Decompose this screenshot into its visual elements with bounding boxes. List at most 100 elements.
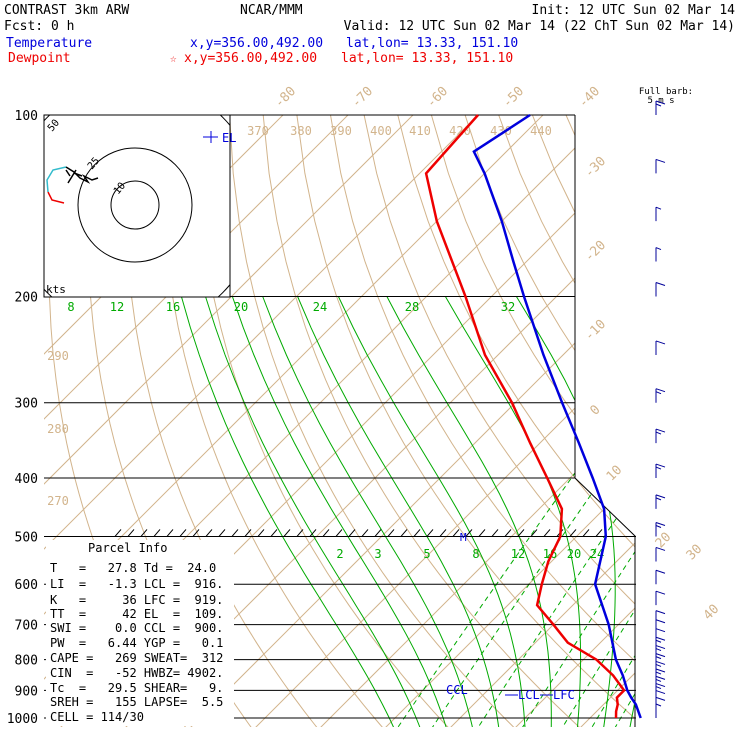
- freezing-hatch: [413, 529, 421, 537]
- wind-barb-flag: [655, 690, 666, 695]
- isotherm-label: -80: [272, 84, 299, 111]
- mixing-ratio-label: 2: [336, 547, 343, 561]
- wind-barb-flag: [655, 619, 666, 624]
- isotherm-label: 0: [587, 402, 603, 418]
- freezing-hatch: [361, 529, 369, 537]
- pressure-tick-label: 600: [15, 578, 38, 593]
- freezing-hatch: [582, 529, 590, 537]
- theta-label: 430: [490, 124, 512, 138]
- isotherm: [446, 115, 635, 727]
- wind-barb-half: [655, 648, 662, 652]
- wind-barb-flag: [655, 683, 666, 688]
- freezing-hatch: [153, 529, 161, 537]
- temperature-xy: x,y=356.00,492.00: [190, 36, 323, 51]
- parcel-info-title: Parcel Info: [88, 541, 167, 555]
- temperature-label: Temperature: [6, 36, 92, 51]
- freezing-hatch: [530, 529, 538, 537]
- pressure-tick-label: 200: [15, 291, 38, 306]
- mixing-ratio-line: [589, 296, 635, 727]
- freezing-hatch: [335, 529, 343, 537]
- pressure-tick-label: 800: [15, 654, 38, 669]
- wind-barb-flag: [655, 668, 666, 673]
- dewpoint-trace: [424, 114, 626, 719]
- freezing-hatch: [231, 529, 239, 537]
- pressure-tick-label: 400: [15, 472, 38, 487]
- dewpoint-xy: x,y=356.00,492.00: [184, 51, 317, 66]
- hodograph-trace-cyan: [46, 166, 67, 193]
- wind-barb-half: [655, 678, 662, 682]
- parcel-info-panel: Parcel Info T = 27.8 Td = 24.0 LI = -1.3…: [46, 540, 234, 726]
- valid-time: Valid: 12 UTC Sun 02 Mar 14 (22 ChT Sun …: [344, 19, 735, 34]
- dry-adiabat: [464, 115, 635, 727]
- theta-label: 290: [47, 349, 69, 363]
- freezing-hatch: [192, 529, 200, 537]
- freezing-hatch: [348, 529, 356, 537]
- wind-barb-half: [655, 391, 662, 395]
- wind-barb-flag: [655, 628, 666, 633]
- freezing-hatch: [166, 529, 174, 537]
- mixing-ratio-label: 20: [567, 547, 581, 561]
- dewpoint-latlon: lat,lon= 13.33, 151.10: [341, 51, 513, 66]
- parcel-row: SREH = 155 LAPSE= 5.5: [50, 695, 223, 709]
- lcl-label: LCL: [518, 688, 540, 702]
- mixing-ratio-label: 16: [166, 300, 180, 314]
- wind-barb-half: [655, 466, 662, 470]
- parcel-row: CIN = -52 HWBZ= 4902.: [50, 666, 223, 680]
- wind-barb-half: [655, 703, 662, 707]
- wind-barb-flag: [655, 660, 666, 665]
- hodograph-unit-label: kts: [46, 283, 66, 296]
- parcel-row: CELL = 114/30: [50, 710, 144, 724]
- mixing-ratio-line: [559, 296, 635, 727]
- wind-barb-half: [655, 206, 662, 210]
- freezing-hatch: [595, 529, 603, 537]
- isotherm: [44, 115, 544, 727]
- wind-barb-flag: [655, 282, 666, 286]
- dry-adiabat: [701, 115, 740, 731]
- freezing-hatch: [283, 529, 291, 537]
- wind-barb-flag: [655, 696, 666, 701]
- parcel-info-box: [46, 540, 234, 726]
- hodograph-trace-red: [47, 191, 65, 204]
- isotherm-label: -10: [582, 317, 609, 344]
- wind-barb-flag: [655, 522, 666, 526]
- dry-adiabat: [734, 115, 740, 731]
- model-title: CONTRAST 3km ARW: [4, 3, 129, 18]
- axis-labels: -80 -70 -60 -50 -40 -30 -20 -10 0 10 20 30 40 370 380 3…: [47, 84, 722, 623]
- mixing-ratio-label: 3: [374, 547, 381, 561]
- mixing-ratio-label: 28: [405, 300, 419, 314]
- wind-barb-flag: [655, 158, 666, 163]
- moist-adiabat: [180, 296, 396, 727]
- moist-adiabat: [297, 296, 500, 727]
- isotherm: [316, 115, 635, 727]
- forecast-hour: Fcst: 0 h: [4, 19, 74, 34]
- dry-adiabat: [195, 115, 452, 727]
- pressure-tick-label: 900: [15, 684, 38, 699]
- parcel-row: Tc = 29.5 SHEAR= 9.: [50, 681, 223, 695]
- wind-barb-half: [655, 671, 662, 675]
- isotherm: [44, 115, 349, 727]
- hodograph: 50 25 10 kts: [43, 114, 231, 298]
- wind-barb-half: [655, 247, 662, 251]
- theta-label: 370: [247, 124, 269, 138]
- mixing-ratio-label: 8: [67, 300, 74, 314]
- dry-adiabat: [330, 115, 635, 727]
- theta-label: 270: [47, 494, 69, 508]
- hodograph-symbol-icon: [65, 169, 83, 184]
- lfc-label: LFC: [553, 688, 575, 702]
- hodograph-frame: [43, 114, 231, 298]
- isotherm: [44, 115, 479, 727]
- isotherm-label: -30: [582, 154, 609, 181]
- freezing-hatch: [543, 529, 551, 537]
- barb-legend-line1: Full barb:: [639, 87, 693, 97]
- mixing-ratio-line: [664, 297, 740, 731]
- freezing-hatch: [218, 529, 226, 537]
- dry-adiabat: [160, 115, 386, 727]
- freezing-hatch: [452, 529, 460, 537]
- isotherm-label: -70: [349, 84, 376, 111]
- moist-adiabat: [681, 297, 740, 731]
- wind-barbs: [655, 100, 666, 718]
- freezing-hatch: [517, 529, 525, 537]
- wind-barb-half: [655, 663, 662, 667]
